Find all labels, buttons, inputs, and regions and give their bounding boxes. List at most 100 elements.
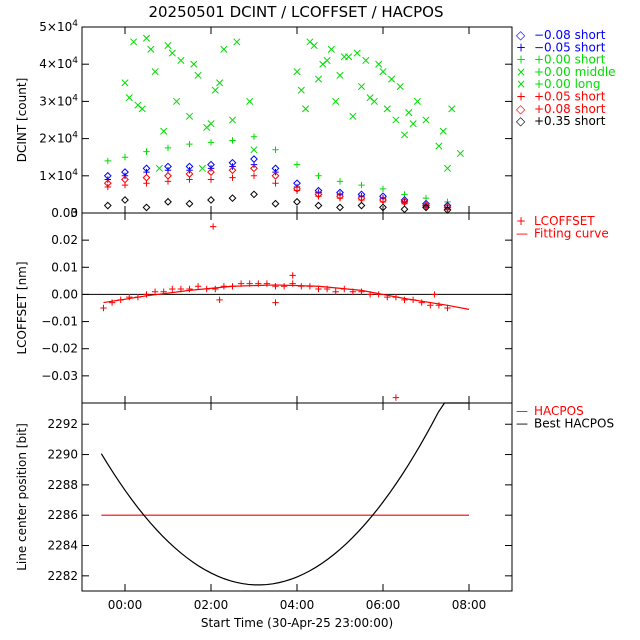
chart-title: 20250501 DCINT / LCOFFSET / HACPOS [148, 3, 443, 21]
y-tick-label-lcoffset: 0.02 [51, 233, 78, 247]
x-tick-label: 08:00 [452, 598, 487, 612]
data-point [250, 172, 258, 179]
data-point [177, 56, 185, 65]
data-point [314, 75, 323, 83]
data-point [126, 293, 133, 301]
data-point [332, 288, 339, 295]
data-point [164, 171, 172, 180]
x-tick-label: 00:00 [108, 598, 143, 612]
data-point [186, 140, 193, 148]
data-point [250, 155, 258, 163]
y-tick-label-dcint: 1×104 [39, 168, 78, 183]
data-point [209, 223, 217, 230]
data-point [366, 94, 374, 102]
data-point [443, 206, 452, 214]
data-point [207, 139, 215, 146]
data-point [336, 203, 344, 212]
data-point [293, 68, 301, 76]
y-tick-label-lcoffset: 0.03 [51, 206, 78, 220]
y-tick-label-dcint: 5×104 [39, 19, 78, 34]
data-point [357, 201, 366, 210]
data-point [216, 296, 223, 304]
data-point [443, 203, 452, 212]
data-point [392, 394, 400, 401]
data-point [134, 101, 142, 109]
x-tick-label: 06:00 [366, 598, 401, 612]
data-point [315, 172, 322, 179]
data-point [289, 272, 296, 279]
data-point [439, 127, 447, 135]
legend-symbol: + [516, 90, 526, 104]
data-point [435, 142, 443, 150]
data-point [362, 56, 370, 65]
legend-symbol: — [516, 416, 528, 430]
data-point [314, 201, 323, 210]
y-tick-label-hacpos: 2282 [47, 569, 78, 583]
data-point [142, 203, 151, 212]
data-point [194, 71, 202, 79]
data-point [104, 157, 111, 165]
data-point [293, 184, 301, 193]
legend-symbol: — [516, 226, 528, 240]
data-point [357, 194, 366, 203]
data-point [190, 60, 198, 68]
data-point [198, 164, 206, 172]
y-tick-label-lcoffset: −0.03 [41, 369, 78, 383]
data-point [392, 116, 400, 124]
data-point [396, 82, 404, 91]
data-point [357, 82, 366, 91]
legend-symbol: + [516, 40, 526, 54]
data-point [229, 174, 236, 181]
legend-label: Best HACPOS [534, 416, 614, 430]
data-point [207, 196, 215, 204]
data-point [358, 288, 365, 295]
data-point [121, 175, 129, 184]
data-point [164, 42, 172, 50]
data-point [306, 38, 314, 46]
x-tick-label: 04:00 [280, 598, 315, 612]
data-point [207, 176, 215, 183]
data-point [169, 285, 176, 293]
y-tick-label-hacpos: 2284 [47, 539, 78, 553]
data-point [100, 304, 107, 312]
data-point [401, 296, 408, 304]
data-point [250, 133, 258, 140]
data-point [431, 291, 438, 298]
y-tick-label-lcoffset: 0.01 [51, 260, 78, 274]
data-point [379, 203, 387, 212]
y-tick-label-dcint: 3×104 [39, 93, 78, 108]
data-point [327, 45, 335, 53]
y-tick-label-dcint: 4×104 [39, 56, 78, 71]
data-point [125, 94, 133, 102]
data-point [142, 34, 151, 42]
y-tick-label-lcoffset: 0.00 [51, 287, 78, 301]
data-point [383, 105, 391, 113]
data-point [435, 302, 443, 309]
data-point [155, 164, 163, 172]
data-point [121, 196, 129, 204]
y-tick-label-hacpos: 2286 [47, 508, 78, 522]
data-point [185, 112, 194, 120]
y-tick-label-hacpos: 2292 [47, 417, 78, 431]
legend-label: Fitting curve [534, 226, 609, 240]
data-point [375, 60, 383, 68]
legend-label: +0.08 short [534, 102, 606, 116]
data-point [121, 79, 129, 87]
data-point [323, 56, 331, 65]
legend-symbol: ◇ [516, 28, 526, 42]
legend-label: +0.00 middle [534, 65, 616, 79]
data-point [400, 131, 409, 139]
data-point [409, 120, 417, 128]
data-point [160, 127, 168, 135]
legend-label: −0.05 short [534, 40, 606, 54]
data-point [212, 285, 219, 293]
data-point [302, 105, 310, 113]
data-point [336, 71, 344, 79]
series-line-fitting-curve [103, 284, 470, 310]
data-point [147, 45, 155, 53]
data-point [422, 116, 430, 124]
legend-symbol: ◇ [516, 102, 526, 116]
data-point [400, 205, 409, 214]
data-point [340, 53, 348, 61]
